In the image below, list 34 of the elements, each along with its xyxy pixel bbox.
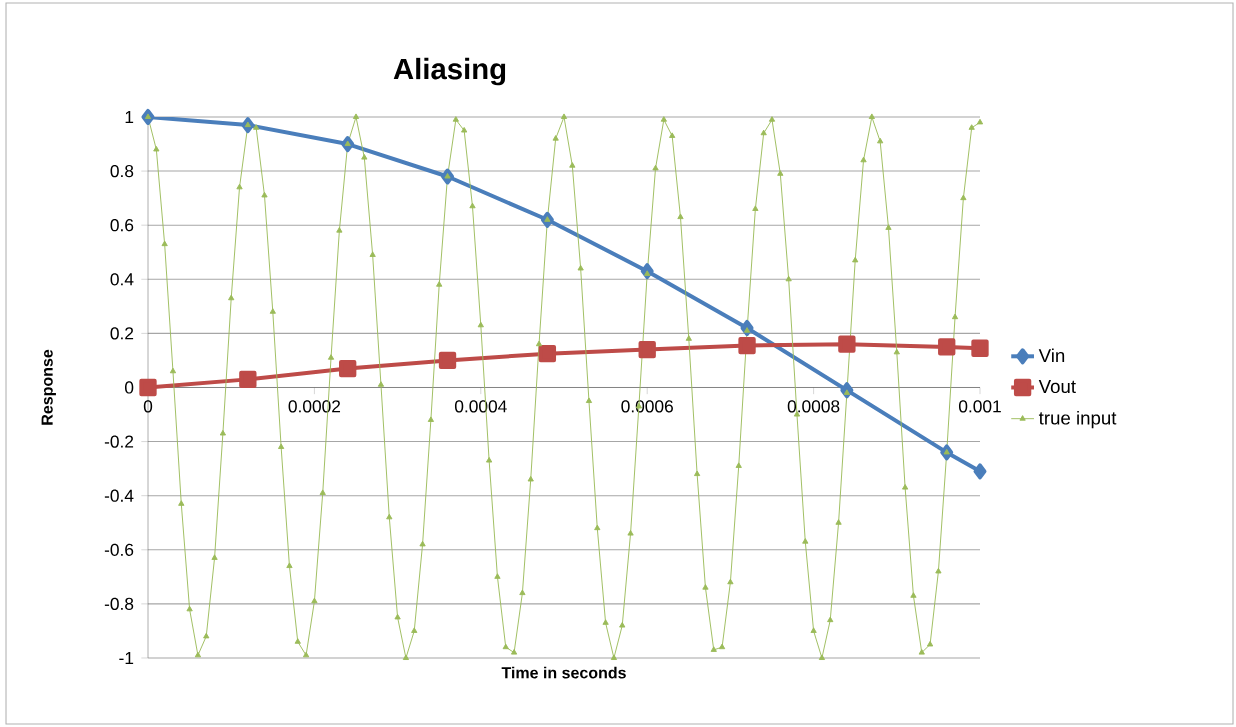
y-tick-label: -0.2 — [104, 435, 134, 448]
y-tick-label: 0.6 — [110, 219, 134, 232]
point — [738, 336, 756, 355]
y-axis-title: Response — [41, 349, 56, 425]
point — [438, 351, 457, 370]
x-axis-title: Time in seconds — [501, 666, 626, 679]
point — [339, 359, 357, 378]
x-tick-label: 0.0004 — [454, 400, 507, 413]
y-tick-label: -0.8 — [104, 597, 134, 611]
y-tick-label: 1 — [125, 111, 134, 123]
legend-label: Vin — [1038, 348, 1065, 363]
x-tick-label: 0.0006 — [621, 400, 673, 413]
point — [838, 335, 856, 353]
x-tick-label: 0.001 — [958, 400, 1001, 413]
x-tick-label: 0 — [143, 400, 153, 413]
x-tick-label: 0.0008 — [787, 400, 840, 413]
y-tick-label: -0.4 — [104, 489, 134, 502]
point — [239, 370, 257, 389]
y-tick-label: -1 — [119, 652, 134, 664]
y-tick-label: -0.6 — [104, 543, 134, 556]
y-tick-label: 0.2 — [110, 327, 134, 340]
point — [638, 340, 656, 359]
y-tick-label: 0 — [124, 381, 134, 394]
legend-label: true input — [1038, 410, 1117, 429]
legend-label: Vout — [1038, 380, 1076, 394]
y-tick-label: 0.4 — [110, 273, 134, 286]
point — [938, 338, 956, 356]
point — [971, 339, 989, 357]
chart-title: Aliasing — [393, 57, 506, 86]
x-tick-label: 0.0002 — [288, 400, 341, 413]
y-tick-label: 0.8 — [110, 164, 134, 178]
point — [538, 345, 557, 363]
point — [139, 378, 157, 397]
point — [973, 463, 987, 480]
